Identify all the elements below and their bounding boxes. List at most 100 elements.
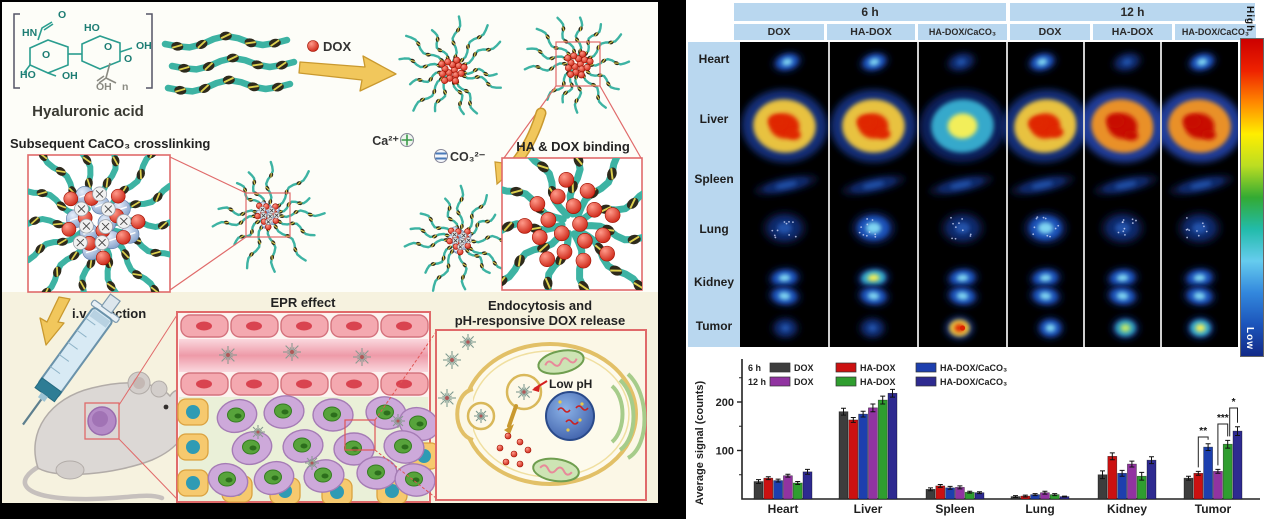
dox-binding-bead bbox=[626, 197, 639, 209]
error-bar bbox=[1109, 452, 1115, 461]
bar-kidney-12-h-ha-dox-caco₃ bbox=[1146, 459, 1157, 500]
dox-sphere-icon bbox=[272, 203, 279, 210]
dox-binding-bead bbox=[198, 83, 211, 93]
dox-binding-bead bbox=[275, 60, 288, 70]
tumor-cell bbox=[231, 430, 273, 466]
organ-label-column: Heart Liver Spleen Lung Kidney Tumor bbox=[688, 42, 740, 347]
endocytic-cup bbox=[455, 387, 474, 442]
dox-binding-bead bbox=[475, 222, 480, 228]
organ-image-lung-col6 bbox=[1177, 211, 1222, 245]
tumor-cell bbox=[394, 463, 436, 497]
dox-sphere-icon bbox=[307, 40, 319, 52]
atom-label: OH bbox=[62, 70, 78, 82]
dox-binding-bead bbox=[150, 248, 162, 257]
bar-heart-12-h-ha-dox-caco₃ bbox=[802, 471, 813, 500]
dox-binding-bead bbox=[574, 37, 580, 43]
treatment-header: HA-DOX bbox=[827, 24, 915, 40]
error-bar bbox=[1139, 471, 1145, 481]
category-label-heart: Heart bbox=[768, 502, 799, 516]
dox-binding-bead bbox=[296, 181, 302, 186]
category-label-kidney: Kidney bbox=[1107, 502, 1147, 516]
bar-liver-6-h-dox bbox=[838, 411, 849, 500]
dox-binding-bead bbox=[545, 34, 550, 40]
micelle-arm bbox=[217, 206, 261, 217]
endothelial-cell bbox=[380, 314, 429, 338]
micelle-arm bbox=[412, 75, 447, 112]
dox-binding-bead bbox=[492, 260, 497, 266]
dox-sphere-icon bbox=[565, 198, 582, 214]
bar-tumor-12-h-ha-dox-caco₃ bbox=[1232, 430, 1243, 500]
zoom-box-tumor bbox=[84, 402, 120, 440]
dox-binding-bead bbox=[279, 214, 285, 219]
dox-binding-bead bbox=[252, 179, 257, 185]
dox-binding-bead bbox=[608, 40, 614, 45]
dox-sphere-icon bbox=[539, 251, 556, 268]
chart-axes bbox=[741, 359, 1260, 500]
bar-liver-6-h-ha-dox bbox=[848, 419, 859, 500]
caco3-unit-icon bbox=[458, 238, 466, 245]
dox-binding-bead bbox=[613, 61, 619, 66]
y-tick-label: 100 bbox=[716, 446, 734, 458]
ha-polymer-chains bbox=[161, 31, 298, 95]
nanoparticle-star-icon bbox=[353, 348, 371, 366]
organ-label-liver: Liver bbox=[699, 112, 729, 126]
dox-binding-bead bbox=[420, 228, 426, 234]
binding-chain bbox=[566, 158, 584, 218]
bar-heart-6-h-ha-dox bbox=[763, 477, 774, 500]
dox-sphere-icon bbox=[272, 217, 279, 224]
zoom-line bbox=[118, 314, 178, 406]
dox-sphere-icon bbox=[577, 232, 593, 249]
treatment-header: HA-DOX/CaCO₃ bbox=[918, 24, 1007, 40]
micelle-arm bbox=[456, 24, 489, 65]
dox-binding-bead bbox=[577, 86, 582, 92]
dox-binding-bead bbox=[443, 89, 447, 95]
endocytosis-title-2: pH-responsive DOX release bbox=[455, 313, 626, 328]
dox-binding-bead bbox=[459, 223, 464, 230]
micelle-arm bbox=[466, 243, 509, 272]
dox-binding-bead bbox=[549, 66, 555, 71]
arrow-injection-icon bbox=[39, 296, 71, 346]
micelle-arm bbox=[272, 170, 310, 210]
binding-chain bbox=[578, 222, 642, 244]
dox-binding-bead bbox=[52, 219, 64, 229]
dox-binding-bead bbox=[293, 247, 298, 253]
micelle-arm bbox=[584, 33, 623, 61]
dox-sphere-icon bbox=[438, 60, 446, 68]
error-bar bbox=[1022, 494, 1028, 498]
dox-sphere-icon bbox=[453, 56, 461, 64]
significance-bracket bbox=[1197, 436, 1209, 468]
dox-binding-bead bbox=[484, 219, 490, 224]
dox-sphere-icon bbox=[553, 225, 570, 242]
micelle-arm bbox=[245, 222, 266, 270]
dox-binding-bead bbox=[243, 187, 248, 193]
dox-binding-bead bbox=[430, 243, 436, 248]
released-dox-icon bbox=[496, 444, 504, 452]
atom-label: O bbox=[42, 49, 50, 61]
dox-binding-bead bbox=[456, 210, 461, 216]
bar-tumor-6-h-ha-dox bbox=[1193, 472, 1204, 500]
crosslink-chain bbox=[28, 227, 86, 264]
error-bar bbox=[1013, 495, 1018, 499]
dna-dox-squiggle bbox=[575, 405, 589, 411]
dox-sphere-icon bbox=[575, 252, 592, 269]
caco3-unit-icon bbox=[460, 232, 467, 239]
organ-image-spleen-col5 bbox=[1093, 174, 1158, 196]
average-signal-bar-chart: 100 200 Average signal (counts) Heart Liver S… bbox=[694, 359, 1260, 516]
organ-image-tumor-col5 bbox=[1111, 316, 1140, 340]
caco3-unit-icon bbox=[74, 201, 89, 217]
error-bar bbox=[850, 417, 856, 423]
dox-sphere-icon bbox=[604, 207, 621, 223]
calcium-ion-cross bbox=[401, 134, 413, 146]
micelle-arm bbox=[398, 57, 445, 70]
treatment-header: DOX bbox=[1010, 24, 1090, 40]
tumor-cell bbox=[263, 395, 305, 429]
organ-label-kidney: Kidney bbox=[693, 275, 734, 289]
dox-binding-bead bbox=[585, 69, 591, 75]
organ-image-liver-col2 bbox=[830, 89, 917, 163]
error-bar bbox=[775, 478, 781, 483]
micelle-arm bbox=[431, 246, 457, 292]
mitochondria-icon bbox=[532, 457, 580, 483]
dox-binding-bead bbox=[53, 266, 62, 278]
organ-image-lung-col5 bbox=[1100, 211, 1145, 245]
legend-swatch bbox=[769, 362, 791, 373]
